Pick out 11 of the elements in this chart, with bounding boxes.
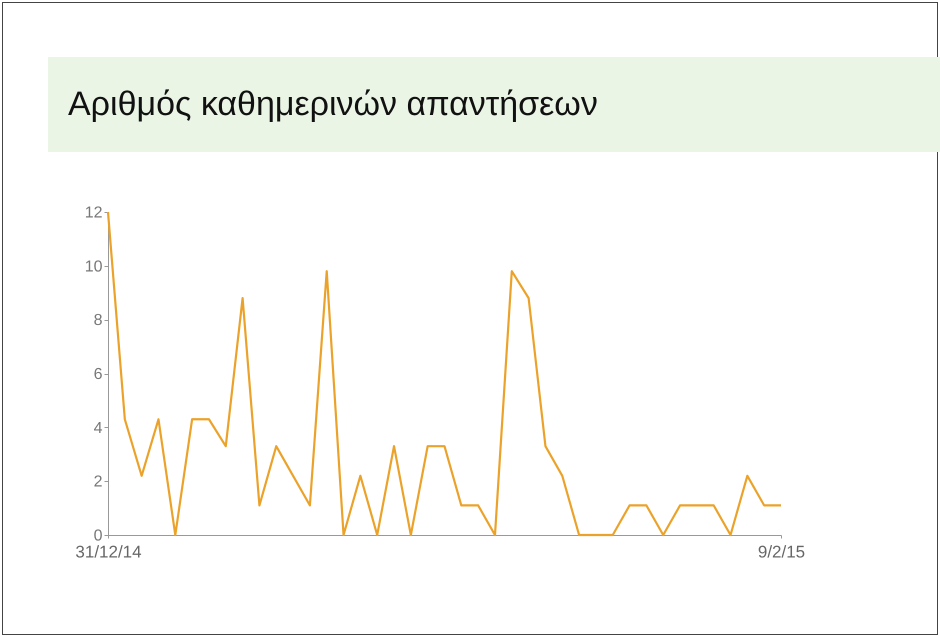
y-tick-label: 12 xyxy=(84,204,103,222)
x-tick-label: 9/2/15 xyxy=(758,542,806,562)
line-series xyxy=(106,210,782,536)
chart-title: Αριθμός καθημερινών απαντήσεων xyxy=(48,57,940,152)
y-tick-label: 2 xyxy=(94,474,103,491)
y-tick-label: 6 xyxy=(94,366,103,383)
y-tick-label: 0 xyxy=(94,528,103,544)
y-tick-label: 4 xyxy=(94,420,103,437)
x-tick-label: 31/12/14 xyxy=(75,542,142,562)
y-tick-label: 10 xyxy=(84,258,103,276)
y-tick-label: 8 xyxy=(94,312,103,330)
